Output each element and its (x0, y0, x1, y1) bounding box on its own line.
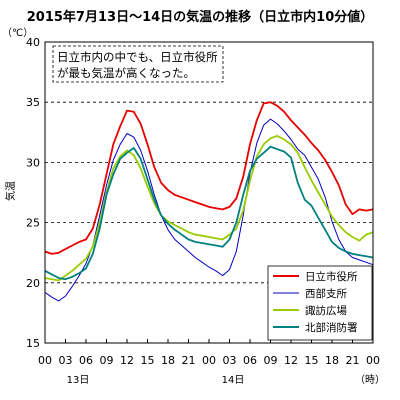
legend-label-2: 諏訪広場 (305, 304, 347, 317)
series-lines (44, 101, 374, 302)
y-tick-label: 15 (26, 337, 40, 350)
x-tick-label: 06 (243, 354, 257, 367)
x-tick-label: 18 (161, 354, 175, 367)
x-tick-label: 03 (223, 354, 237, 367)
x-tick-label: 09 (264, 354, 278, 367)
y-tick-label: 25 (26, 217, 40, 230)
x-tick-label: 03 (59, 354, 73, 367)
series-line-1 (44, 118, 374, 302)
x-tick-label: 00 (202, 354, 216, 367)
annotation-box: 日立市内の中でも、日立市役所 が最も気温が高くなった。 (52, 45, 224, 83)
legend-label-0: 日立市役所 (305, 270, 358, 283)
y-tick-label: 30 (26, 156, 40, 169)
x-tick-label: 21 (346, 354, 360, 367)
x-tick-label: 18 (325, 354, 339, 367)
x-tick-label: 12 (284, 354, 298, 367)
y-tick-label: 40 (26, 36, 40, 49)
y-axis-label: 気温 (4, 181, 17, 201)
legend-label-3: 北部消防署 (305, 321, 358, 334)
y-tick-label: 20 (26, 277, 40, 290)
series-line-0 (44, 101, 374, 255)
y-axis-unit: （℃） (2, 27, 33, 39)
x-tick-label: 15 (141, 354, 155, 367)
day-label-14: 14日 (222, 375, 245, 386)
y-tick-label: 35 (26, 96, 40, 109)
x-tick-labels: 00 03 06 09 12 15 18 21 00 03 06 09 12 15 18 21 00 (38, 339, 380, 367)
x-tick-label: 00 (38, 354, 52, 367)
annotation-line-2: が最も気温が高くなった。 (57, 66, 195, 80)
chart-title: 2015年7月13日～14日の気温の推移（日立市内10分値） (27, 9, 374, 25)
y-tick-labels: 15 20 25 30 35 40 (26, 36, 40, 350)
x-tick-label: 21 (182, 354, 196, 367)
series-line-3 (44, 145, 374, 281)
x-tick-label: 09 (100, 354, 114, 367)
annotation-line-1: 日立市内の中でも、日立市役所 (57, 50, 218, 64)
day-label-13: 13日 (67, 375, 90, 386)
annotation-border (52, 45, 224, 83)
x-tick-label: 15 (305, 354, 319, 367)
plot-frame (44, 41, 374, 344)
legend-label-1: 西部支所 (305, 287, 347, 300)
x-tick-label: 00 (366, 354, 380, 367)
series-line-2 (44, 134, 374, 282)
x-axis-unit: （時） (355, 374, 385, 386)
x-tick-label: 12 (120, 354, 134, 367)
x-tick-label: 06 (79, 354, 93, 367)
